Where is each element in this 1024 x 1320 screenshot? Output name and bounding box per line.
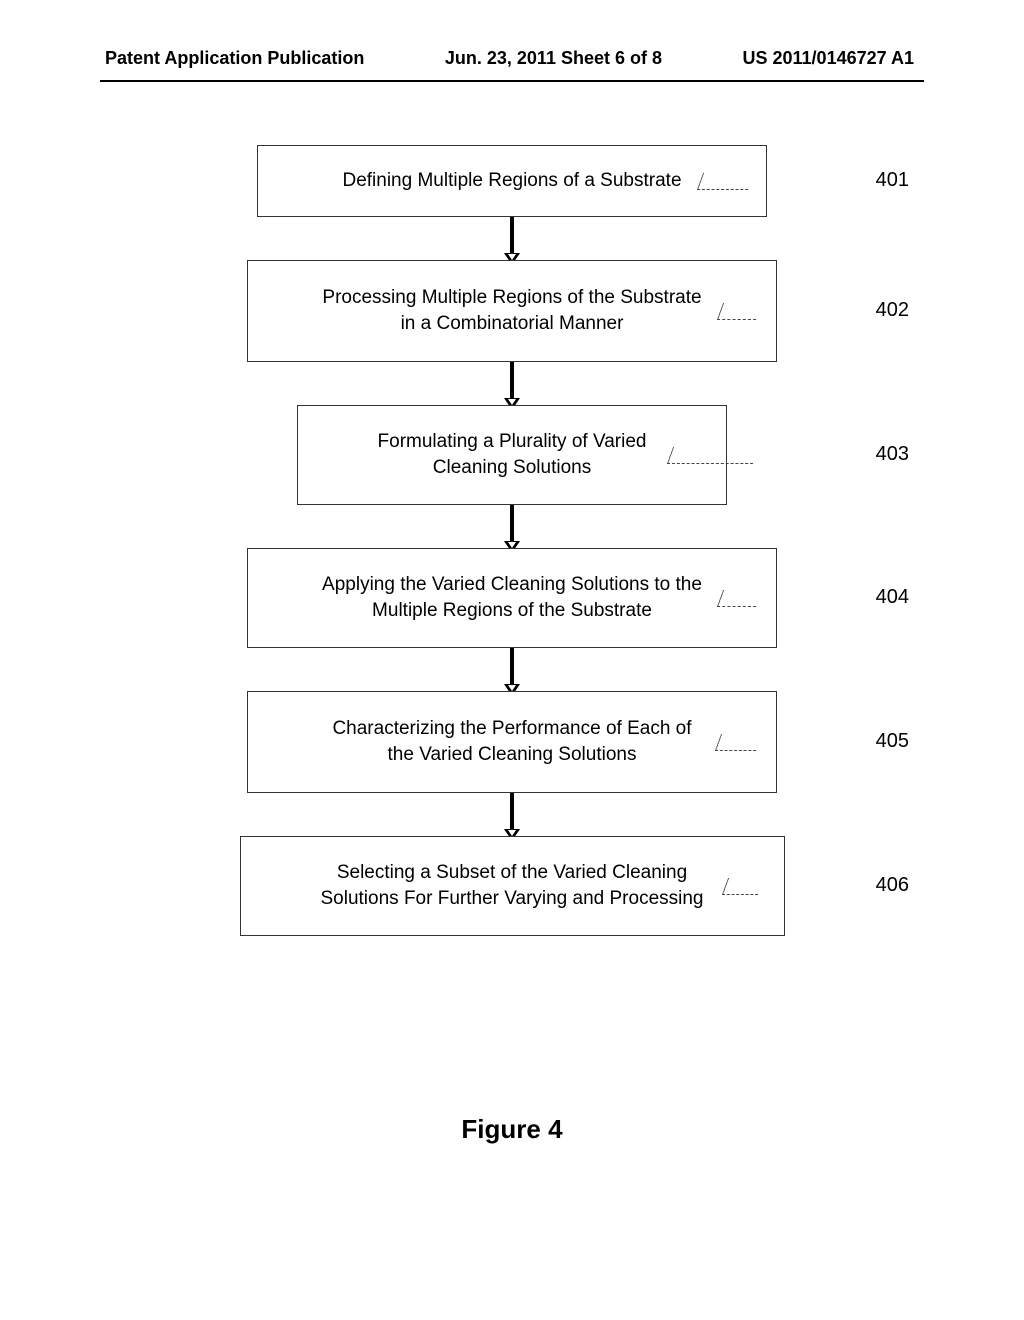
flow-arrow — [504, 648, 520, 691]
label-connector — [697, 173, 754, 190]
flow-step-label: 405 — [876, 730, 909, 753]
flow-step-label: 403 — [876, 443, 909, 466]
header-center: Jun. 23, 2011 Sheet 6 of 8 — [445, 48, 662, 69]
header-right: US 2011/0146727 A1 — [743, 48, 914, 69]
flow-step-label: 402 — [876, 299, 909, 322]
arrow-shaft — [510, 793, 514, 831]
flow-step-row: Formulating a Plurality of VariedCleanin… — [0, 405, 1024, 505]
flow-step-box: Processing Multiple Regions of the Subst… — [247, 260, 777, 362]
flow-step-row: Selecting a Subset of the Varied Cleanin… — [0, 836, 1024, 936]
flow-step-box: Characterizing the Performance of Each o… — [247, 691, 777, 793]
header-left: Patent Application Publication — [105, 48, 364, 69]
flow-arrow — [504, 362, 520, 405]
flow-step-box: Defining Multiple Regions of a Substrate — [257, 145, 767, 217]
flow-step-row: Defining Multiple Regions of a Substrate… — [0, 145, 1024, 217]
arrow-shaft — [510, 648, 514, 686]
page-header: Patent Application Publication Jun. 23, … — [0, 48, 1024, 69]
flow-arrow — [504, 793, 520, 836]
flow-step-row: Processing Multiple Regions of the Subst… — [0, 260, 1024, 362]
flowchart-container: Defining Multiple Regions of a Substrate… — [0, 145, 1024, 936]
flow-step-label: 404 — [876, 586, 909, 609]
flow-arrow — [504, 217, 520, 260]
flow-arrow — [504, 505, 520, 548]
arrow-shaft — [510, 362, 514, 400]
flow-step-box: Applying the Varied Cleaning Solutions t… — [247, 548, 777, 648]
flow-step-box: Formulating a Plurality of VariedCleanin… — [297, 405, 727, 505]
arrow-shaft — [510, 505, 514, 543]
flow-step-row: Applying the Varied Cleaning Solutions t… — [0, 548, 1024, 648]
label-connector — [722, 878, 764, 895]
flow-step-row: Characterizing the Performance of Each o… — [0, 691, 1024, 793]
label-connector — [715, 734, 762, 751]
flow-step-box: Selecting a Subset of the Varied Cleanin… — [240, 836, 785, 936]
label-connector — [667, 447, 759, 464]
label-connector — [717, 303, 762, 320]
flow-step-label: 406 — [876, 874, 909, 897]
flow-step-label: 401 — [876, 169, 909, 192]
label-connector — [717, 590, 762, 607]
figure-caption: Figure 4 — [0, 1114, 1024, 1145]
arrow-shaft — [510, 217, 514, 255]
header-divider — [100, 80, 924, 82]
